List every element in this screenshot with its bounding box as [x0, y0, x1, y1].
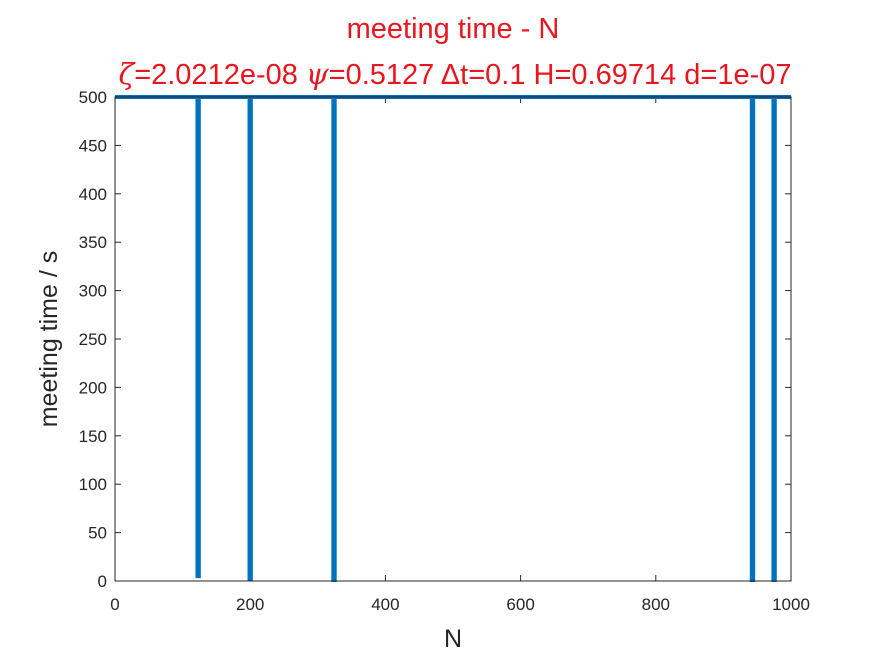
- y-tick-label: 200: [79, 378, 107, 397]
- x-tick-label: 800: [642, 595, 670, 614]
- x-tick-label: 0: [110, 595, 119, 614]
- chart-subtitle: ζ=2.0212e-08 ψ=0.5127 Δt=0.1 H=0.69714 d…: [118, 57, 791, 91]
- chart-title: meeting time - N: [347, 13, 560, 45]
- delta-symbol: Δ: [441, 59, 460, 91]
- y-tick-label: 100: [79, 475, 107, 494]
- zeta-symbol: ζ: [118, 57, 136, 91]
- y-tick-label: 250: [79, 330, 107, 349]
- axes-box: [114, 96, 792, 582]
- y-tick-label: 300: [79, 282, 107, 301]
- y-tick-label: 350: [79, 233, 107, 252]
- y-tick-label: 150: [79, 427, 107, 446]
- series-layer: [115, 95, 791, 583]
- x-tick-label: 200: [236, 595, 264, 614]
- y-tick-label: 500: [79, 88, 107, 107]
- ticks-layer: 0 200 400 600 800 1000 0 50 100 150 200 250 300 350 40…: [79, 88, 810, 614]
- x-axis-label: N: [444, 625, 462, 653]
- y-tick-label: 400: [79, 185, 107, 204]
- psi-symbol: ψ: [306, 57, 329, 91]
- x-tick-label: 400: [371, 595, 399, 614]
- x-tick-label: 1000: [772, 595, 810, 614]
- plot-area: [115, 97, 791, 581]
- psi-value: =0.5127: [329, 59, 441, 91]
- y-tick-label: 450: [79, 136, 107, 155]
- zeta-value: =2.0212e-08: [134, 59, 306, 91]
- x-tick-label: 600: [506, 595, 534, 614]
- y-tick-label: 50: [88, 524, 107, 543]
- series-line: [115, 95, 791, 583]
- delta-value: t=0.1 H=0.69714 d=1e-07: [460, 59, 791, 91]
- y-tick-label: 0: [98, 572, 107, 591]
- y-axis-label: meeting time / s: [35, 251, 63, 427]
